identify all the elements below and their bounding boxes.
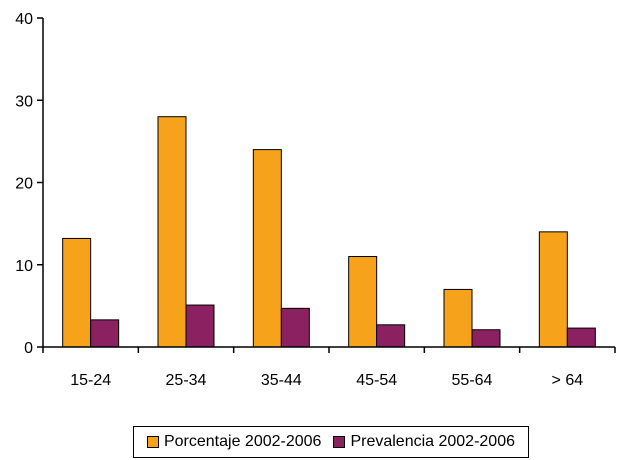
bar-prevalencia xyxy=(90,319,120,348)
y-tick-label: 40 xyxy=(15,11,33,28)
bar-porcentaje xyxy=(443,288,473,348)
bar-prevalencia xyxy=(471,329,501,348)
legend-item-prevalencia: Prevalencia 2002-2006 xyxy=(333,433,515,451)
y-ticks-group: 0 10 20 30 40 xyxy=(15,11,43,357)
legend-swatch-porcentaje xyxy=(146,436,159,448)
bar-porcentaje xyxy=(62,237,92,348)
legend-swatch-prevalencia xyxy=(333,436,346,448)
legend-label-porcentaje: Porcentaje 2002-2006 xyxy=(163,433,322,450)
bar-prevalencia xyxy=(185,304,215,348)
x-tick-label: > 64 xyxy=(552,372,584,389)
x-ticks-group: 15-24 25-34 35-44 45-54 55-64 > 64 xyxy=(42,347,616,389)
bar-porcentaje xyxy=(157,116,187,348)
legend-item-porcentaje: Porcentaje 2002-2006 xyxy=(146,433,322,451)
x-tick-label: 25-34 xyxy=(166,372,207,389)
y-tick-label: 20 xyxy=(15,176,33,193)
bar-porcentaje xyxy=(538,231,568,348)
y-tick-label: 10 xyxy=(15,258,33,275)
bar-porcentaje xyxy=(348,256,378,348)
bar-prevalencia xyxy=(280,307,310,348)
legend-label-prevalencia: Prevalencia 2002-2006 xyxy=(350,433,515,450)
x-tick-label: 15-24 xyxy=(70,372,111,389)
bar-chart: 0 10 20 30 40 15-24 25-34 35-44 45-54 55-64 > 64 xyxy=(15,11,616,389)
bar-prevalencia xyxy=(376,324,406,348)
y-tick-label: 0 xyxy=(24,340,33,357)
x-tick-label: 45-54 xyxy=(356,372,397,389)
x-tick-label: 55-64 xyxy=(452,372,493,389)
y-tick-label: 30 xyxy=(15,93,33,110)
bar-prevalencia xyxy=(566,327,596,348)
x-tick-label: 35-44 xyxy=(261,372,302,389)
legend: Porcentaje 2002-2006 Prevalencia 2002-20… xyxy=(133,426,529,458)
bar-porcentaje xyxy=(252,149,282,348)
bars-group xyxy=(62,116,596,348)
